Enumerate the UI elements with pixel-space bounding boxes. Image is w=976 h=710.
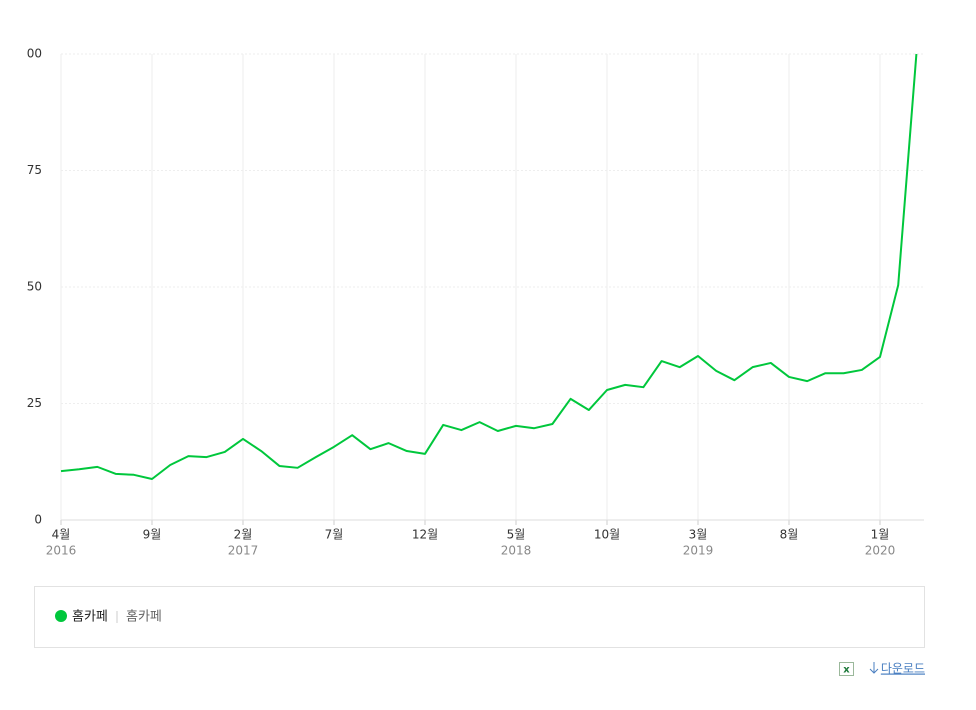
x-tick-label: 4월 [52, 528, 71, 542]
y-tick-label: 50 [27, 280, 42, 294]
x-tick-label: 8월 [780, 528, 799, 542]
x-year-label: 2016 [46, 544, 77, 558]
x-tick-label: 10월 [594, 528, 620, 542]
x-tick-label: 7월 [325, 528, 344, 542]
x-year-label: 2017 [228, 544, 259, 558]
x-tick-label: 3월 [689, 528, 708, 542]
x-tick-label: 2월 [234, 528, 253, 542]
excel-icon[interactable]: x [839, 662, 854, 676]
legend-marker [55, 610, 67, 622]
excel-x: x [843, 665, 850, 676]
x-tick-label: 1월 [871, 528, 890, 542]
x-tick-label: 9월 [143, 528, 162, 542]
x-year-label: 2020 [865, 544, 896, 558]
download-arrow [869, 662, 879, 674]
y-tick-label: 0 [34, 513, 42, 527]
x-tick-label: 5월 [507, 528, 526, 542]
x-year-label: 2018 [501, 544, 532, 558]
legend-label[interactable]: 홈카페 [72, 610, 108, 625]
y-tick-label: 25 [27, 396, 42, 410]
legend-keywords: 홈카페 [126, 610, 162, 625]
x-year-label: 2019 [683, 544, 714, 558]
legend-box [34, 586, 925, 648]
download-link[interactable]: 다운로드 [881, 662, 925, 676]
y-tick-label: 00 [27, 47, 42, 61]
y-tick-label: 75 [27, 163, 42, 177]
x-tick-label: 12월 [412, 528, 438, 542]
excel-frame [839, 662, 854, 676]
series-line [60, 53, 918, 480]
